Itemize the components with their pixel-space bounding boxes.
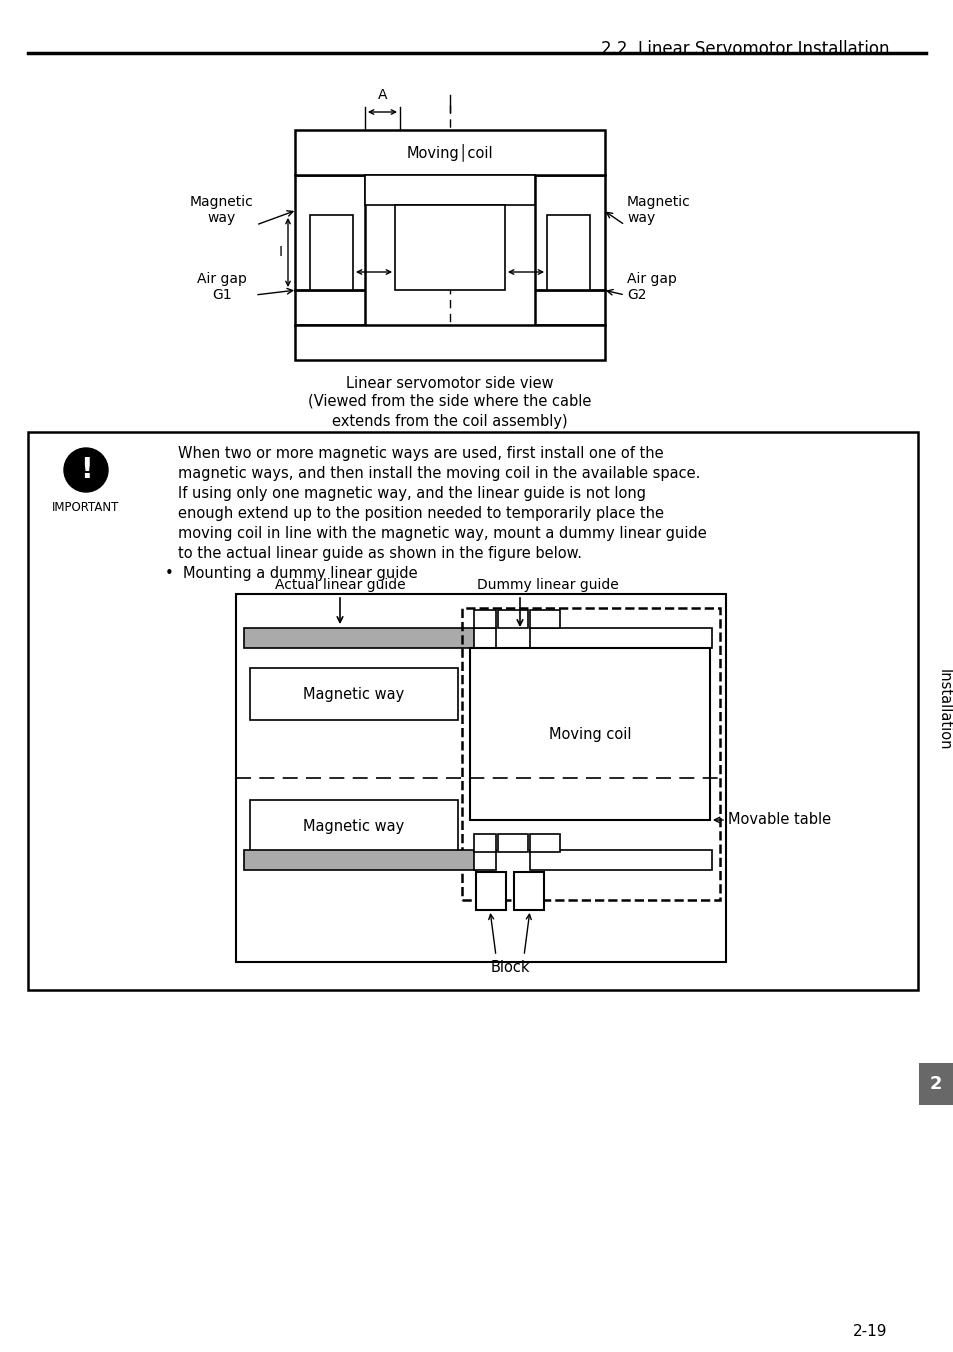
Bar bbox=[476, 872, 505, 910]
Text: Linear servomotor side view: Linear servomotor side view bbox=[346, 376, 554, 391]
Text: Moving│coil: Moving│coil bbox=[406, 143, 493, 161]
Text: Movable table: Movable table bbox=[727, 813, 830, 827]
Text: A: A bbox=[377, 88, 387, 101]
Bar bbox=[470, 648, 709, 821]
Text: •  Mounting a dummy linear guide: • Mounting a dummy linear guide bbox=[165, 566, 417, 581]
Bar bbox=[530, 610, 559, 627]
Bar bbox=[244, 850, 476, 869]
Text: 2-19: 2-19 bbox=[852, 1325, 886, 1340]
Bar bbox=[310, 215, 353, 289]
Text: !: ! bbox=[80, 456, 92, 484]
Circle shape bbox=[64, 448, 108, 492]
Text: Moving coil: Moving coil bbox=[548, 726, 631, 741]
Text: moving coil in line with the magnetic way, mount a dummy linear guide: moving coil in line with the magnetic wa… bbox=[178, 526, 706, 541]
Text: Block: Block bbox=[490, 960, 529, 975]
Text: 2.2  Linear Servomotor Installation: 2.2 Linear Servomotor Installation bbox=[601, 41, 889, 58]
Text: to the actual linear guide as shown in the figure below.: to the actual linear guide as shown in t… bbox=[178, 546, 581, 561]
Bar bbox=[250, 668, 457, 721]
Text: Magnetic way: Magnetic way bbox=[303, 818, 404, 833]
Text: Magnetic way: Magnetic way bbox=[303, 687, 404, 702]
Bar bbox=[497, 610, 527, 627]
Bar bbox=[365, 174, 535, 206]
Bar bbox=[514, 872, 543, 910]
Text: If using only one magnetic way, and the linear guide is not long: If using only one magnetic way, and the … bbox=[178, 485, 645, 502]
Bar bbox=[395, 206, 504, 289]
Bar bbox=[294, 130, 604, 174]
Bar bbox=[918, 1063, 953, 1105]
Bar bbox=[244, 627, 476, 648]
Bar bbox=[530, 627, 711, 648]
Text: Magnetic
way: Magnetic way bbox=[626, 195, 690, 226]
Text: enough extend up to the position needed to temporarily place the: enough extend up to the position needed … bbox=[178, 506, 663, 521]
Bar bbox=[535, 174, 604, 324]
Bar bbox=[530, 850, 711, 869]
Bar bbox=[530, 834, 559, 852]
Bar bbox=[294, 324, 604, 360]
Text: (Viewed from the side where the cable
extends from the coil assembly): (Viewed from the side where the cable ex… bbox=[308, 393, 591, 429]
Bar bbox=[250, 800, 457, 852]
Text: Dummy linear guide: Dummy linear guide bbox=[476, 579, 618, 592]
Bar bbox=[497, 834, 527, 852]
Text: I: I bbox=[278, 246, 283, 260]
Text: 2: 2 bbox=[929, 1075, 942, 1092]
Bar bbox=[474, 834, 496, 852]
Bar bbox=[461, 608, 720, 900]
Text: magnetic ways, and then install the moving coil in the available space.: magnetic ways, and then install the movi… bbox=[178, 466, 700, 481]
Bar bbox=[474, 610, 496, 627]
Bar bbox=[28, 433, 917, 990]
Text: Magnetic
way: Magnetic way bbox=[190, 195, 253, 226]
Bar bbox=[474, 627, 496, 648]
Bar bbox=[546, 215, 589, 289]
Bar bbox=[294, 174, 365, 324]
Bar bbox=[474, 850, 496, 869]
Text: Actual linear guide: Actual linear guide bbox=[274, 579, 405, 592]
Text: Installation: Installation bbox=[936, 669, 950, 750]
Text: Air gap
G2: Air gap G2 bbox=[626, 272, 677, 303]
Text: When two or more magnetic ways are used, first install one of the: When two or more magnetic ways are used,… bbox=[178, 446, 663, 461]
Text: IMPORTANT: IMPORTANT bbox=[52, 502, 119, 514]
Bar bbox=[235, 594, 725, 963]
Text: Air gap
G1: Air gap G1 bbox=[197, 272, 247, 303]
